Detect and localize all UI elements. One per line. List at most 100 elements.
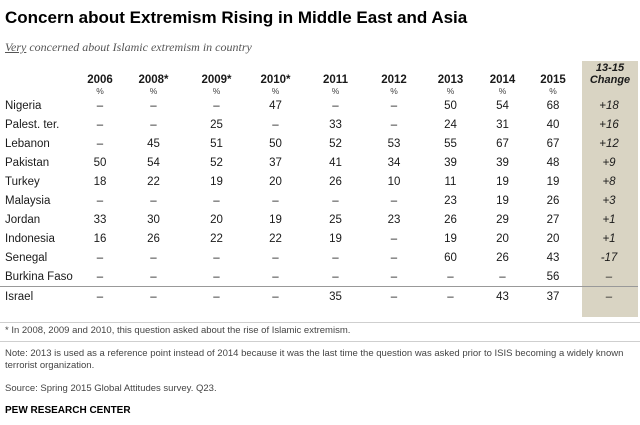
value-cell: 43 — [546, 251, 560, 264]
value-cell: – — [187, 286, 246, 305]
value-cell: 40 — [546, 118, 560, 131]
percent-row: % % % % % % % % % — [0, 86, 638, 96]
subtitle-emphasis: Very — [5, 40, 27, 54]
value-cell: – — [96, 194, 104, 207]
percent-label: % — [498, 86, 507, 96]
value-cell: 20 — [496, 232, 509, 245]
value-cell: 26 — [546, 194, 560, 207]
percent-label: % — [212, 86, 221, 96]
value-cell: – — [390, 232, 398, 245]
value-cell: 19 — [444, 232, 457, 245]
value-cell: 33 — [93, 213, 107, 226]
value-cell: 34 — [387, 156, 401, 169]
value-cell: 26 — [444, 213, 457, 226]
value-cell: – — [150, 118, 157, 131]
value-cell: 19 — [546, 175, 560, 188]
value-cell: 52 — [210, 156, 223, 169]
value-cell: 10 — [387, 175, 401, 188]
year-header: 2008* — [138, 74, 169, 86]
table-row: Lebanon – 45 51 50 52 53 55 67 67 +12 — [0, 134, 638, 153]
country-label: Israel — [0, 286, 80, 305]
value-cell: 67 — [496, 137, 509, 150]
value-cell: 26 — [329, 175, 342, 188]
country-label: Pakistan — [5, 156, 50, 169]
year-header: 2014 — [489, 74, 516, 86]
value-cell: – — [390, 251, 398, 264]
year-header: 2015 — [540, 74, 566, 86]
year-header: 2009* — [201, 74, 232, 86]
change-cell: +16 — [599, 118, 619, 131]
year-header: 2010* — [260, 74, 291, 86]
value-cell: – — [390, 270, 398, 283]
value-cell: 48 — [546, 156, 560, 169]
value-cell: 29 — [496, 213, 509, 226]
table-row: Senegal – – – – – – 60 26 43 -17 — [0, 248, 638, 267]
data-table: 2006 2008* 2009* 2010* 2011 2012 2013 20… — [0, 62, 638, 305]
value-cell: 54 — [496, 99, 509, 112]
country-label: Palest. ter. — [5, 118, 60, 131]
value-cell: 43 — [479, 286, 526, 305]
value-cell: 20 — [546, 232, 560, 245]
value-cell: – — [96, 99, 104, 112]
change-cell: +12 — [599, 137, 619, 150]
table-row: Indonesia 16 26 22 22 19 – 19 20 20 +1 — [0, 229, 638, 248]
value-cell: – — [332, 270, 339, 283]
value-cell: 16 — [93, 232, 107, 245]
year-header: 2012 — [381, 74, 407, 86]
value-cell: 50 — [269, 137, 282, 150]
value-cell: 19 — [496, 194, 509, 207]
value-cell: 55 — [444, 137, 457, 150]
value-cell: 20 — [210, 213, 223, 226]
organization-name: PEW RESEARCH CENTER — [5, 405, 131, 416]
percent-label: % — [390, 86, 398, 96]
value-cell: 35 — [305, 286, 366, 305]
value-cell: – — [213, 270, 220, 283]
country-header — [0, 62, 80, 86]
country-label: Indonesia — [5, 232, 55, 245]
value-cell: 31 — [496, 118, 509, 131]
value-cell: – — [150, 251, 157, 264]
value-cell: 47 — [269, 99, 282, 112]
table-row: Burkina Faso – – – – – – – – 56 – — [0, 267, 638, 287]
value-cell: 20 — [269, 175, 282, 188]
change-cell: +1 — [602, 232, 616, 245]
change-header-label: Change — [589, 74, 631, 86]
value-cell: – — [332, 251, 339, 264]
percent-label: % — [149, 86, 158, 96]
value-cell: 50 — [444, 99, 457, 112]
source-note: Source: Spring 2015 Global Attitudes sur… — [5, 383, 217, 394]
value-cell: – — [213, 194, 220, 207]
country-label: Burkina Faso — [5, 270, 73, 283]
value-cell: 26 — [147, 232, 160, 245]
table-row: Nigeria – – – 47 – – 50 54 68 +18 — [0, 96, 638, 115]
value-cell: 53 — [387, 137, 401, 150]
value-cell: 50 — [93, 156, 107, 169]
value-cell: – — [120, 286, 187, 305]
value-cell: – — [80, 286, 120, 305]
value-cell: 24 — [444, 118, 457, 131]
value-cell: 26 — [496, 251, 509, 264]
change-cell: +1 — [602, 213, 616, 226]
country-label: Lebanon — [5, 137, 50, 150]
country-label: Jordan — [5, 213, 41, 226]
change-header: 13-15 Change — [580, 62, 638, 86]
country-label: Nigeria — [5, 99, 42, 112]
value-cell: – — [499, 270, 506, 283]
value-cell: 22 — [269, 232, 282, 245]
value-cell: 25 — [210, 118, 223, 131]
value-cell: 41 — [329, 156, 342, 169]
subtitle: Very concerned about Islamic extremism i… — [5, 40, 252, 55]
table-row: Pakistan 50 54 52 37 41 34 39 39 48 +9 — [0, 153, 638, 172]
change-cell: – — [580, 286, 638, 305]
value-cell: 23 — [387, 213, 401, 226]
value-cell: – — [213, 99, 220, 112]
value-cell: 18 — [93, 175, 107, 188]
value-cell: 54 — [147, 156, 160, 169]
value-cell: 60 — [444, 251, 457, 264]
value-cell: – — [272, 270, 279, 283]
country-label: Senegal — [5, 251, 48, 264]
divider — [0, 322, 640, 323]
value-cell: 37 — [526, 286, 580, 305]
table-row: Israel – – – –35– –43 37– — [0, 286, 638, 305]
change-header-range: 13-15 — [595, 62, 625, 74]
